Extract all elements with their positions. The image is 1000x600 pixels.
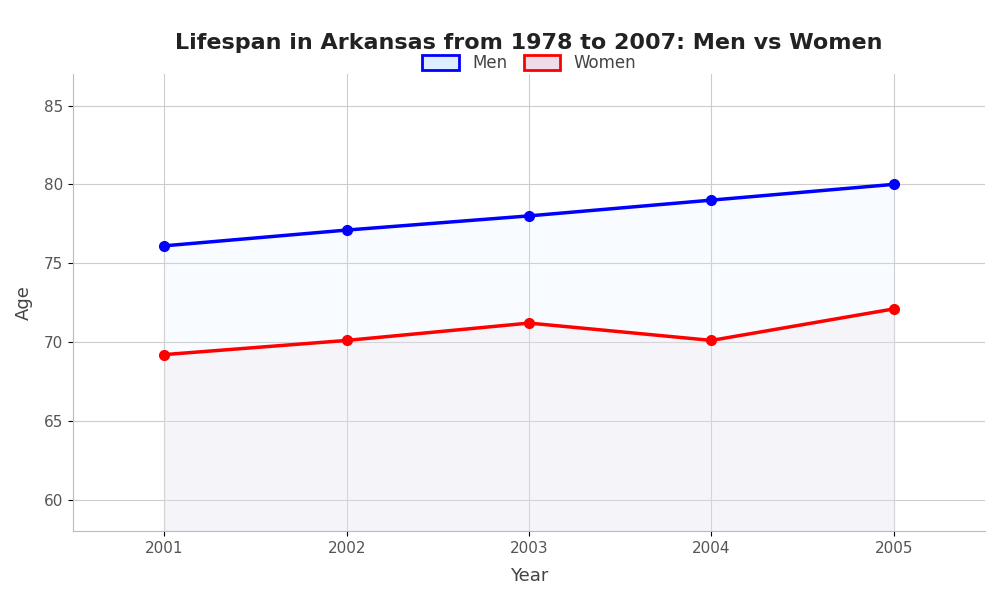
Women — [705, 337, 717, 344]
X-axis label: Year: Year — [510, 567, 548, 585]
Line: Men: Men — [160, 179, 899, 251]
Men — [888, 181, 900, 188]
Men — [523, 212, 535, 220]
Women — [523, 319, 535, 326]
Men — [158, 242, 170, 250]
Men — [705, 197, 717, 204]
Women — [158, 351, 170, 358]
Men — [341, 226, 353, 233]
Title: Lifespan in Arkansas from 1978 to 2007: Men vs Women: Lifespan in Arkansas from 1978 to 2007: … — [175, 33, 883, 53]
Women — [888, 305, 900, 313]
Y-axis label: Age: Age — [15, 285, 33, 320]
Line: Women: Women — [160, 304, 899, 359]
Legend: Men, Women: Men, Women — [414, 46, 645, 80]
Women — [341, 337, 353, 344]
